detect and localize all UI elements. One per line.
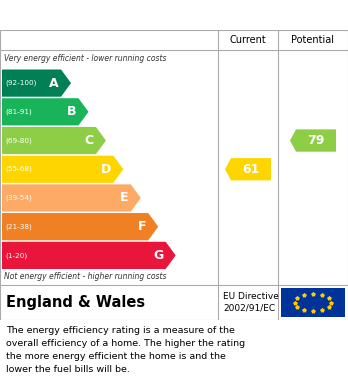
Text: E: E xyxy=(120,192,129,204)
Text: 61: 61 xyxy=(242,163,260,176)
Polygon shape xyxy=(2,127,106,154)
Polygon shape xyxy=(225,158,271,180)
Polygon shape xyxy=(2,213,158,240)
Polygon shape xyxy=(2,242,176,269)
Text: Potential: Potential xyxy=(292,35,334,45)
Polygon shape xyxy=(2,70,71,97)
Text: Not energy efficient - higher running costs: Not energy efficient - higher running co… xyxy=(4,272,166,281)
Text: B: B xyxy=(67,105,77,118)
Polygon shape xyxy=(2,98,88,126)
Polygon shape xyxy=(2,185,141,212)
Text: A: A xyxy=(49,77,59,90)
Text: (39-54): (39-54) xyxy=(5,195,32,201)
Text: (1-20): (1-20) xyxy=(5,252,27,258)
Polygon shape xyxy=(2,156,123,183)
Text: England & Wales: England & Wales xyxy=(6,295,145,310)
Bar xyxy=(281,288,345,317)
Text: 79: 79 xyxy=(307,134,325,147)
Text: G: G xyxy=(153,249,164,262)
Text: (81-91): (81-91) xyxy=(5,109,32,115)
Text: EU Directive
2002/91/EC: EU Directive 2002/91/EC xyxy=(223,292,279,313)
Text: Energy Efficiency Rating: Energy Efficiency Rating xyxy=(9,7,230,23)
Polygon shape xyxy=(290,129,336,152)
Text: (55-68): (55-68) xyxy=(5,166,32,172)
Text: (21-38): (21-38) xyxy=(5,223,32,230)
Text: (69-80): (69-80) xyxy=(5,137,32,144)
Text: (92-100): (92-100) xyxy=(5,80,37,86)
Text: The energy efficiency rating is a measure of the
overall efficiency of a home. T: The energy efficiency rating is a measur… xyxy=(6,326,245,373)
Text: D: D xyxy=(101,163,111,176)
Text: C: C xyxy=(85,134,94,147)
Text: F: F xyxy=(138,220,146,233)
Text: Very energy efficient - lower running costs: Very energy efficient - lower running co… xyxy=(4,54,166,63)
Text: Current: Current xyxy=(230,35,266,45)
